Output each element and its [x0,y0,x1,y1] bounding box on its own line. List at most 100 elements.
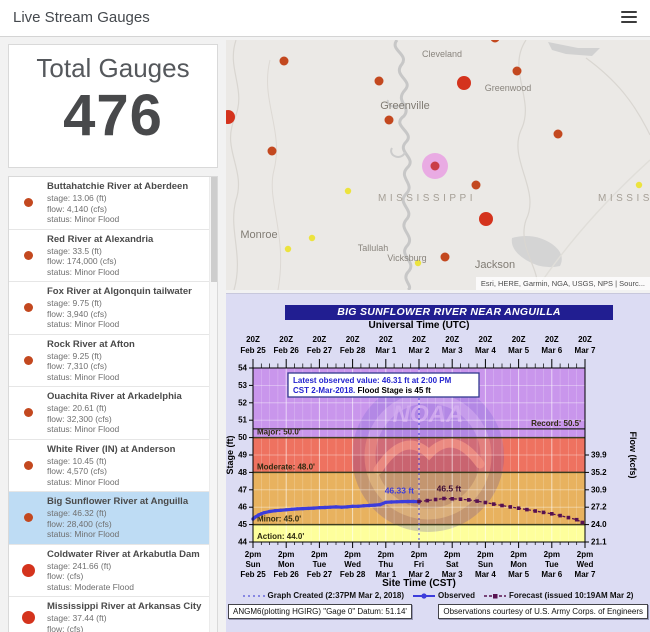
svg-text:2pm: 2pm [245,550,261,559]
forecast-line-icon [483,593,506,598]
gauge-stage: stage: 46.32 (ft) [47,508,107,518]
gauge-list-item[interactable]: Coldwater River at Arkabutla Dam stage: … [9,545,217,597]
forecast-line [418,497,583,524]
gauge-list-item[interactable]: Big Sunflower River at Anguilla stage: 4… [9,492,217,545]
map-panel[interactable]: Cleveland Greenwood Greenville Monroe Tallul… [226,40,650,290]
gauge-list-item[interactable]: Buttahatchie River at Aberdeen stage: 13… [9,177,217,230]
hydrograph-svg: NOAA Record: 50.5' Major: 50.0' Moderate: … [226,335,638,578]
selected-gauge-marker[interactable] [430,161,440,171]
gauge-name: Big Sunflower River at Anguilla [47,496,189,507]
gauge-list-item[interactable]: Fox River at Algonquin tailwater stage: … [9,282,217,335]
gauge-marker[interactable] [471,180,481,190]
svg-text:20Z: 20Z [578,335,592,344]
gauge-marker[interactable] [479,212,493,226]
gauge-marker[interactable] [440,252,450,262]
total-gauges-card: Total Gauges 476 [8,44,218,168]
svg-text:2pm: 2pm [444,550,460,559]
gauge-status: status: Minor Flood [47,266,120,277]
list-scrollbar[interactable] [209,177,217,632]
gauge-flow: flow: 4,570 (cfs) [47,466,107,476]
map-basemap [229,40,650,290]
svg-text:30.9: 30.9 [591,485,607,494]
svg-text:Mon: Mon [278,560,295,569]
gauge-flow: flow: 32,300 (cfs) [47,413,112,424]
svg-text:Mon: Mon [510,560,527,569]
gauge-status: status: Moderate Flood [47,581,134,592]
svg-text:Flow (kcfs): Flow (kcfs) [628,431,638,478]
map-label: MISSISSIPPI [378,193,476,204]
gauge-marker[interactable] [284,245,292,253]
svg-text:Sat: Sat [446,560,459,569]
gauge-dot-wrap [9,496,47,540]
total-gauges-value: 476 [63,83,163,148]
gauge-list-item[interactable]: White River (IN) at Anderson stage: 10.4… [9,440,217,492]
gauge-marker[interactable] [344,187,352,195]
hamburger-icon[interactable] [621,11,637,25]
gauge-marker[interactable] [226,110,235,124]
gauge-list-item[interactable]: Ouachita River at Arkadelphia stage: 20.… [9,387,217,440]
svg-text:45: 45 [238,520,247,529]
hamburger-bar [621,21,637,23]
gauge-marker[interactable] [308,234,316,242]
svg-text:Moderate: 48.0': Moderate: 48.0' [257,462,315,471]
gauge-stage: stage: 37.44 (ft) [47,613,107,623]
svg-text:54: 54 [238,364,247,373]
gauge-name: Ouachita River at Arkadelphia [47,391,182,402]
svg-text:20Z: 20Z [479,335,493,344]
svg-text:20Z: 20Z [445,335,459,344]
gauge-marker[interactable] [384,115,394,125]
gauge-dot-wrap [9,391,47,435]
svg-text:Latest observed value: 46.31 f: Latest observed value: 46.31 ft at 2:00 … [293,376,452,385]
svg-text:Mar 7: Mar 7 [575,570,596,578]
svg-text:Mar 5: Mar 5 [508,570,529,578]
noaa-watermark: NOAA [352,380,504,532]
svg-text:2pm: 2pm [577,550,593,559]
map-label: Greenville [380,100,430,112]
svg-text:44: 44 [238,538,247,547]
latest-observed-callout: Latest observed value: 46.31 ft at 2:00 … [287,372,480,398]
chart-footnotes: ANGM6(plotting HGIRG) "Gage 0" Datum: 51… [228,604,648,619]
gauge-status: status: Minor Flood [47,424,120,434]
gauge-text: Fox River at Algonquin tailwater stage: … [47,286,205,330]
svg-text:20Z: 20Z [279,335,293,344]
hydrograph-layers: NOAA Record: 50.5' Major: 50.0' Moderate: … [226,335,638,578]
gauge-flow: flow: 174,000 (cfs) [47,256,117,266]
gauge-marker[interactable] [267,146,277,156]
gauge-list-item[interactable]: Mississippi River at Arkansas City stage… [9,597,217,632]
svg-text:51: 51 [238,416,247,425]
svg-text:Record: 50.5': Record: 50.5' [531,419,581,428]
hamburger-bar [621,11,637,13]
svg-text:Mar 3: Mar 3 [442,346,463,355]
gauge-marker[interactable] [553,129,563,139]
gauge-list-item[interactable]: Red River at Alexandria stage: 33.5 (ft)… [9,230,217,282]
gauge-flow: flow: 3,940 (cfs) [47,308,107,319]
observed-line-icon [413,592,436,599]
legend-graph-created-label: Graph Created (2:37PM Mar 2, 2018) [267,591,405,600]
gauge-marker[interactable] [374,76,384,86]
svg-text:Stage (ft): Stage (ft) [226,436,235,475]
list-scrollbar-thumb[interactable] [211,177,217,282]
gauge-marker[interactable] [279,56,289,66]
map-canvas[interactable]: Cleveland Greenwood Greenville Monroe Tallul… [226,40,650,290]
page-title: Live Stream Gauges [13,9,150,26]
gauge-flow: flow: 28,400 (cfs) [47,518,112,529]
map-markers-layer: Cleveland Greenwood Greenville Monroe Tallul… [226,40,650,271]
gauge-marker[interactable] [414,259,422,267]
gauge-marker[interactable] [457,76,471,90]
gauge-flow: flow: 4,140 (cfs) [47,203,107,214]
svg-text:Mar 7: Mar 7 [575,346,596,355]
svg-text:20Z: 20Z [412,335,426,344]
chart-footnote-datum: ANGM6(plotting HGIRG) "Gage 0" Datum: 51… [228,604,412,619]
gauge-list-item[interactable]: Rock River at Afton stage: 9.25 (ft) flo… [9,335,217,387]
svg-text:27.2: 27.2 [591,503,607,512]
gauge-marker[interactable] [490,40,500,43]
legend-forecast: Forecast (issued 10:19AM Mar 2) [483,591,633,600]
gauge-status-dot-icon [23,198,33,208]
svg-text:35.2: 35.2 [591,468,607,477]
svg-text:Tue: Tue [313,560,327,569]
gauge-marker[interactable] [635,181,643,189]
svg-text:CST 2-Mar-2018. Flood Stage i: CST 2-Mar-2018. Flood Stage is 45 ft [293,386,431,395]
svg-text:Feb 25: Feb 25 [240,570,266,578]
gauge-marker[interactable] [512,66,522,76]
